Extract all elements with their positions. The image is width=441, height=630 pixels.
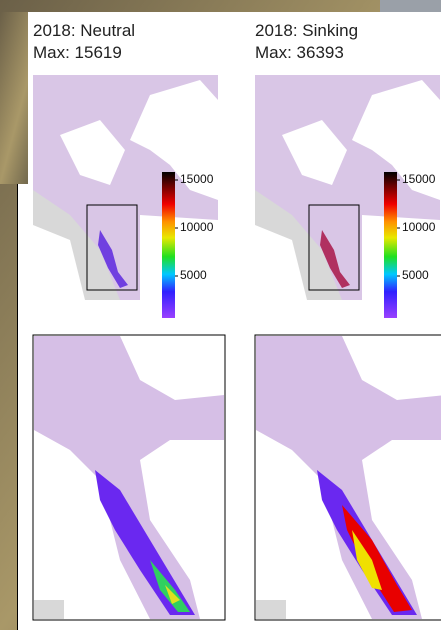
sea xyxy=(34,336,224,619)
hotspot xyxy=(352,530,382,590)
panel-max: Max: 15619 xyxy=(33,43,122,62)
colorbar-tick-label: 10000 xyxy=(402,220,436,234)
land-outside xyxy=(34,600,64,619)
inset-box xyxy=(86,204,138,291)
sea xyxy=(256,336,441,619)
panel-title: 2018: Neutral xyxy=(33,21,135,40)
map-column: 2018: Sinking Max: 36393 15000 10000 5000 xyxy=(254,21,441,621)
fjord xyxy=(98,230,128,288)
fjord xyxy=(95,470,195,615)
land xyxy=(140,215,218,300)
colorbar-tick-label: 5000 xyxy=(402,268,429,282)
land xyxy=(282,120,347,185)
colorbar-tick-label: 10000 xyxy=(180,220,214,234)
panel-max: Max: 36393 xyxy=(255,43,344,62)
hotspot xyxy=(342,505,412,612)
hotspot xyxy=(150,560,190,612)
land xyxy=(60,120,125,185)
colorbar-tick-label: 5000 xyxy=(180,268,207,282)
land xyxy=(130,80,218,200)
colorbar xyxy=(384,172,397,318)
colorbar-tick-label: 15000 xyxy=(180,172,214,186)
colorbar xyxy=(162,172,175,318)
land xyxy=(362,215,440,300)
colorbar-tick-label: 15000 xyxy=(402,172,436,186)
panel-title: 2018: Sinking xyxy=(255,21,358,40)
land xyxy=(33,225,85,300)
inset-box xyxy=(308,204,360,291)
land xyxy=(255,225,307,300)
fjord xyxy=(320,230,350,288)
background-strip xyxy=(380,0,441,14)
map-column: 2018: Neutral Max: 15619 15000 10000 5000 xyxy=(32,21,226,621)
land-outside xyxy=(256,600,286,619)
land xyxy=(352,80,440,200)
hotspot xyxy=(165,585,180,604)
